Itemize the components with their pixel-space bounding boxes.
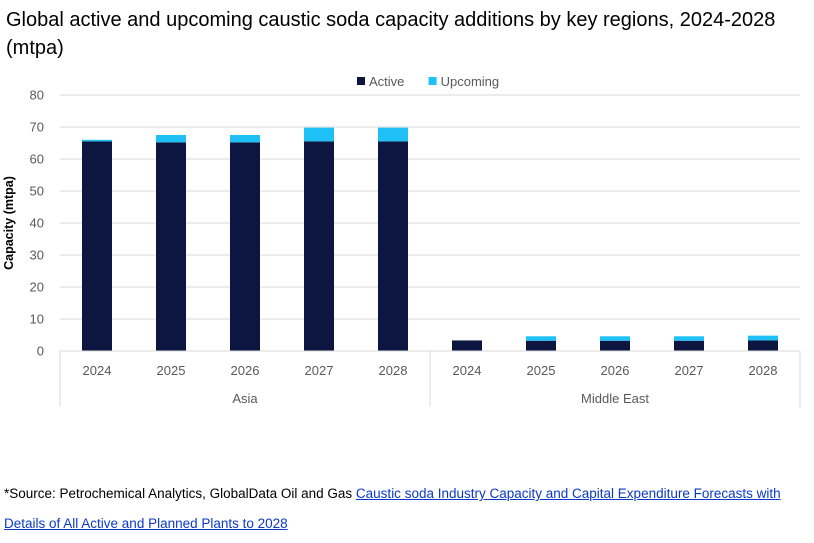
x-tick-label: 2027 xyxy=(305,363,334,378)
y-tick-label: 70 xyxy=(30,120,44,135)
x-tick-label: 2026 xyxy=(231,363,260,378)
bar-active xyxy=(230,142,260,351)
bar-active xyxy=(82,141,112,351)
bars xyxy=(82,127,778,351)
y-tick-label: 10 xyxy=(30,312,44,327)
x-group-label: Middle East xyxy=(581,391,649,406)
bar-upcoming xyxy=(378,127,408,142)
chart-title: Global active and upcoming caustic soda … xyxy=(6,9,776,59)
y-tick-label: 20 xyxy=(30,280,44,295)
bar-upcoming xyxy=(526,336,556,341)
x-tick-label: 2026 xyxy=(601,363,630,378)
legend-label: Upcoming xyxy=(441,74,500,89)
bar-upcoming xyxy=(82,139,112,142)
bar-active xyxy=(600,340,630,351)
bar-active xyxy=(452,340,482,351)
chart: Active Upcoming 0 10 20 30 40 50 60 70 80 Capacit… xyxy=(2,74,801,407)
legend: Active Upcoming xyxy=(357,74,499,89)
x-tick-label: 2024 xyxy=(83,363,112,378)
bar-upcoming xyxy=(600,336,630,341)
bar-upcoming xyxy=(674,336,704,341)
source-prefix: *Source: Petrochemical Analytics, Global… xyxy=(4,486,356,501)
x-tick-label: 2024 xyxy=(453,363,482,378)
legend-swatch xyxy=(428,77,437,85)
y-tick-label: 80 xyxy=(30,88,44,103)
bar-active xyxy=(156,142,186,351)
bar-active xyxy=(378,141,408,351)
x-tick-label: 2025 xyxy=(157,363,186,378)
bar-active xyxy=(748,340,778,351)
x-tick-label: 2025 xyxy=(527,363,556,378)
y-axis-label: Capacity (mtpa) xyxy=(2,176,16,270)
source-link[interactable]: Caustic soda Industry Capacity and Capit… xyxy=(4,486,781,531)
x-group-label: Asia xyxy=(232,391,258,406)
y-axis: 0 10 20 30 40 50 60 70 80 xyxy=(30,88,44,359)
legend-swatch xyxy=(357,77,365,85)
x-tick-label: 2028 xyxy=(749,363,778,378)
bar-active xyxy=(674,340,704,351)
bar-upcoming xyxy=(156,135,186,143)
legend-item-upcoming: Upcoming xyxy=(428,74,500,89)
y-tick-label: 50 xyxy=(30,184,44,199)
bar-active xyxy=(526,340,556,351)
x-tick-label: 2027 xyxy=(675,363,704,378)
bar-upcoming xyxy=(304,127,334,142)
legend-label: Active xyxy=(369,74,404,89)
y-tick-label: 0 xyxy=(37,344,44,359)
source-note: *Source: Petrochemical Analytics, Global… xyxy=(4,479,810,539)
y-tick-label: 60 xyxy=(30,152,44,167)
x-axis: 2024 2025 2026 2027 2028 Asia 2024 2025 2026 2027… xyxy=(59,350,801,407)
bar-active xyxy=(304,141,334,351)
y-tick-label: 40 xyxy=(30,216,44,231)
bar-upcoming xyxy=(230,135,260,143)
x-tick-label: 2028 xyxy=(379,363,408,378)
y-tick-label: 30 xyxy=(30,248,44,263)
bar-upcoming xyxy=(748,335,778,341)
legend-item-active: Active xyxy=(357,74,404,89)
